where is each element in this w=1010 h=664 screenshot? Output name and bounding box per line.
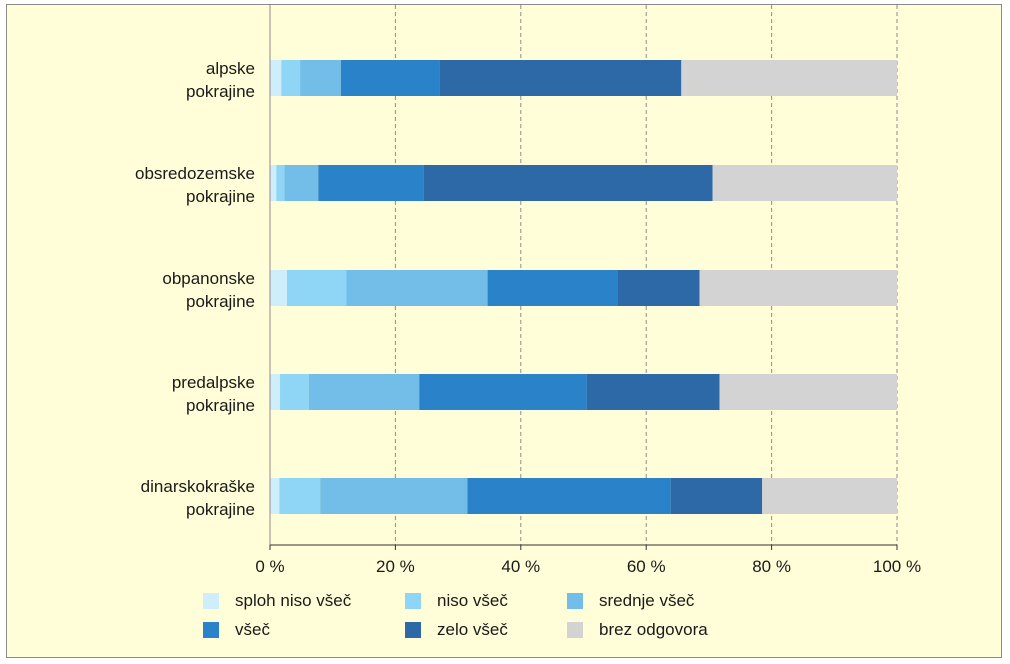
- legend-label: všeč: [235, 620, 270, 639]
- bar-0-4: [439, 60, 682, 96]
- bar-1-0: [270, 165, 277, 201]
- chart-frame: 0 % 20 % 40 % 60 % 80 % 100 % alpske pokrajine…: [6, 4, 1002, 658]
- category-labels: alpske pokrajine obsredozemske pokrajine obp…: [135, 59, 255, 519]
- category-label: dinarskokraške pokrajine: [141, 477, 255, 519]
- bar-0-3: [340, 60, 440, 96]
- bar-0-0: [270, 60, 282, 96]
- bars-layer: [270, 60, 897, 514]
- legend-swatch: [567, 593, 583, 609]
- bar-1-1: [276, 165, 285, 201]
- bar-3-0: [270, 374, 281, 410]
- legend-label: brez odgovora: [599, 620, 708, 639]
- category-label: obsredozemske pokrajine: [135, 164, 255, 206]
- bar-1-2: [284, 165, 319, 201]
- bar-1-3: [318, 165, 424, 201]
- bar-1-5: [712, 165, 897, 201]
- stacked-bar-chart: 0 % 20 % 40 % 60 % 80 % 100 % alpske pokrajine…: [135, 5, 921, 639]
- category-label: predalpske pokrajine: [172, 373, 255, 415]
- x-tick-label: 0 %: [255, 557, 284, 576]
- bar-4-3: [467, 478, 671, 514]
- bar-3-1: [280, 374, 309, 410]
- bar-2-4: [617, 270, 700, 306]
- category-label: obpanonske pokrajine: [162, 269, 255, 311]
- legend-label: zelo všeč: [437, 620, 508, 639]
- bar-0-2: [300, 60, 341, 96]
- legend-swatch: [405, 622, 421, 638]
- bar-4-0: [270, 478, 280, 514]
- legend: sploh niso všeč niso všeč srednje všeč všeč…: [203, 591, 708, 639]
- category-label: alpske pokrajine: [186, 59, 255, 101]
- legend-label: srednje všeč: [599, 591, 695, 610]
- legend-swatch: [203, 593, 219, 609]
- legend-label: niso všeč: [437, 591, 508, 610]
- legend-swatch: [405, 593, 421, 609]
- bar-3-5: [719, 374, 897, 410]
- bar-2-0: [270, 270, 287, 306]
- x-tick-label: 40 %: [501, 557, 540, 576]
- legend-swatch: [567, 622, 583, 638]
- bar-1-4: [423, 165, 713, 201]
- x-tick-label: 100 %: [873, 557, 921, 576]
- bar-2-1: [286, 270, 347, 306]
- bar-3-3: [419, 374, 587, 410]
- bar-4-2: [320, 478, 468, 514]
- bar-0-1: [281, 60, 301, 96]
- bar-4-4: [670, 478, 763, 514]
- bar-2-2: [346, 270, 488, 306]
- x-tick-label: 60 %: [627, 557, 666, 576]
- bar-4-1: [279, 478, 321, 514]
- bar-2-3: [487, 270, 618, 306]
- bar-4-5: [762, 478, 897, 514]
- x-tick-label: 80 %: [752, 557, 791, 576]
- axis-layer: 0 % 20 % 40 % 60 % 80 % 100 %: [255, 5, 921, 576]
- bar-3-4: [586, 374, 720, 410]
- bar-0-5: [681, 60, 897, 96]
- bar-3-2: [308, 374, 420, 410]
- bar-2-5: [699, 270, 897, 306]
- legend-label: sploh niso všeč: [235, 591, 352, 610]
- x-tick-label: 20 %: [376, 557, 415, 576]
- legend-swatch: [203, 622, 219, 638]
